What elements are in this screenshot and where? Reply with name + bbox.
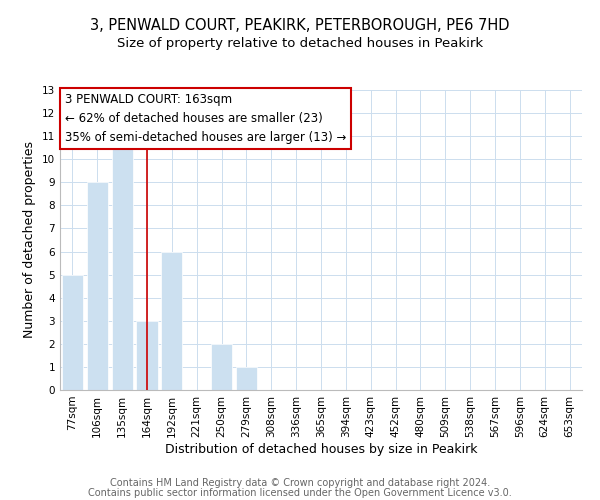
Text: Contains public sector information licensed under the Open Government Licence v3: Contains public sector information licen… [88,488,512,498]
Bar [211,344,232,390]
Bar [236,367,257,390]
Bar [161,252,182,390]
Bar [136,321,158,390]
Bar [62,274,83,390]
Text: Size of property relative to detached houses in Peakirk: Size of property relative to detached ho… [117,38,483,51]
Text: 3, PENWALD COURT, PEAKIRK, PETERBOROUGH, PE6 7HD: 3, PENWALD COURT, PEAKIRK, PETERBOROUGH,… [90,18,510,32]
Text: Contains HM Land Registry data © Crown copyright and database right 2024.: Contains HM Land Registry data © Crown c… [110,478,490,488]
X-axis label: Distribution of detached houses by size in Peakirk: Distribution of detached houses by size … [165,442,477,456]
Bar [112,136,133,390]
Text: 3 PENWALD COURT: 163sqm
← 62% of detached houses are smaller (23)
35% of semi-de: 3 PENWALD COURT: 163sqm ← 62% of detache… [65,93,347,144]
Y-axis label: Number of detached properties: Number of detached properties [23,142,37,338]
Bar [87,182,108,390]
